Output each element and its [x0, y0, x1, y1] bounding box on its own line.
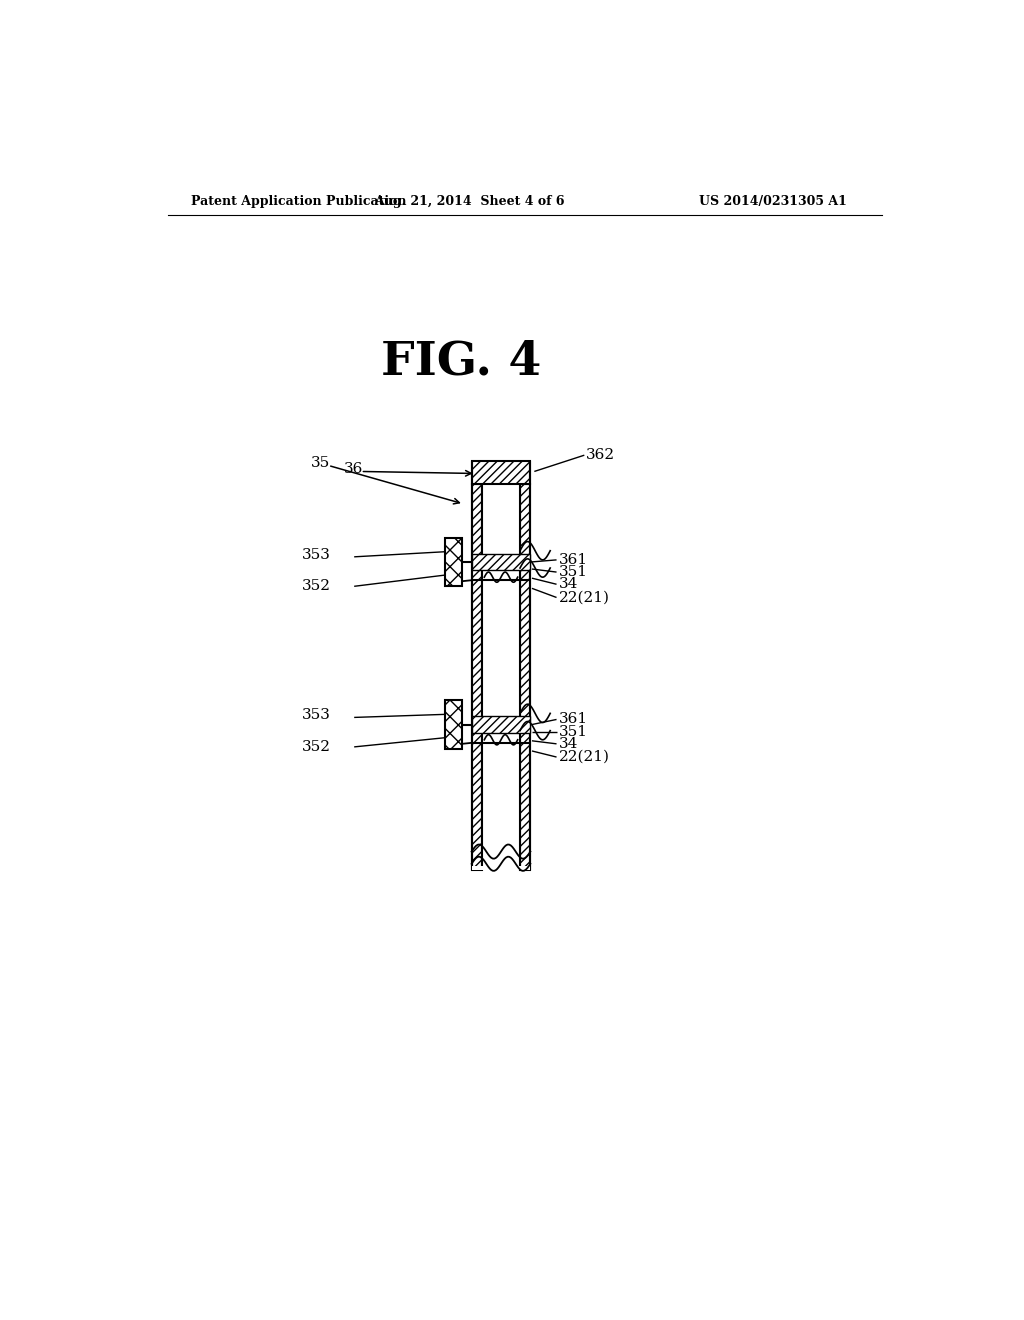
Text: 353: 353	[302, 548, 331, 562]
Text: 362: 362	[586, 449, 615, 462]
Text: 353: 353	[302, 709, 331, 722]
Text: 35: 35	[310, 457, 330, 470]
Text: 34: 34	[559, 577, 579, 591]
Text: 351: 351	[559, 565, 588, 579]
Bar	[444, 700, 462, 748]
Bar	[472, 461, 530, 483]
Text: Patent Application Publication: Patent Application Publication	[191, 194, 407, 207]
Text: 352: 352	[302, 579, 331, 593]
Bar	[472, 866, 530, 870]
Bar	[444, 537, 462, 586]
Text: 34: 34	[559, 737, 579, 751]
Text: 36: 36	[344, 462, 364, 477]
Text: 22(21): 22(21)	[559, 750, 610, 764]
Bar	[520, 483, 530, 870]
Text: 361: 361	[559, 713, 588, 726]
Bar	[482, 483, 520, 870]
Text: US 2014/0231305 A1: US 2014/0231305 A1	[699, 194, 847, 207]
Text: 22(21): 22(21)	[559, 590, 610, 605]
Bar	[472, 483, 482, 870]
Text: 352: 352	[302, 741, 331, 754]
Bar	[472, 554, 530, 570]
Text: Aug. 21, 2014  Sheet 4 of 6: Aug. 21, 2014 Sheet 4 of 6	[374, 194, 564, 207]
Text: 361: 361	[559, 553, 588, 566]
Text: 351: 351	[559, 725, 588, 739]
Text: FIG. 4: FIG. 4	[381, 339, 542, 384]
Bar	[472, 717, 530, 733]
